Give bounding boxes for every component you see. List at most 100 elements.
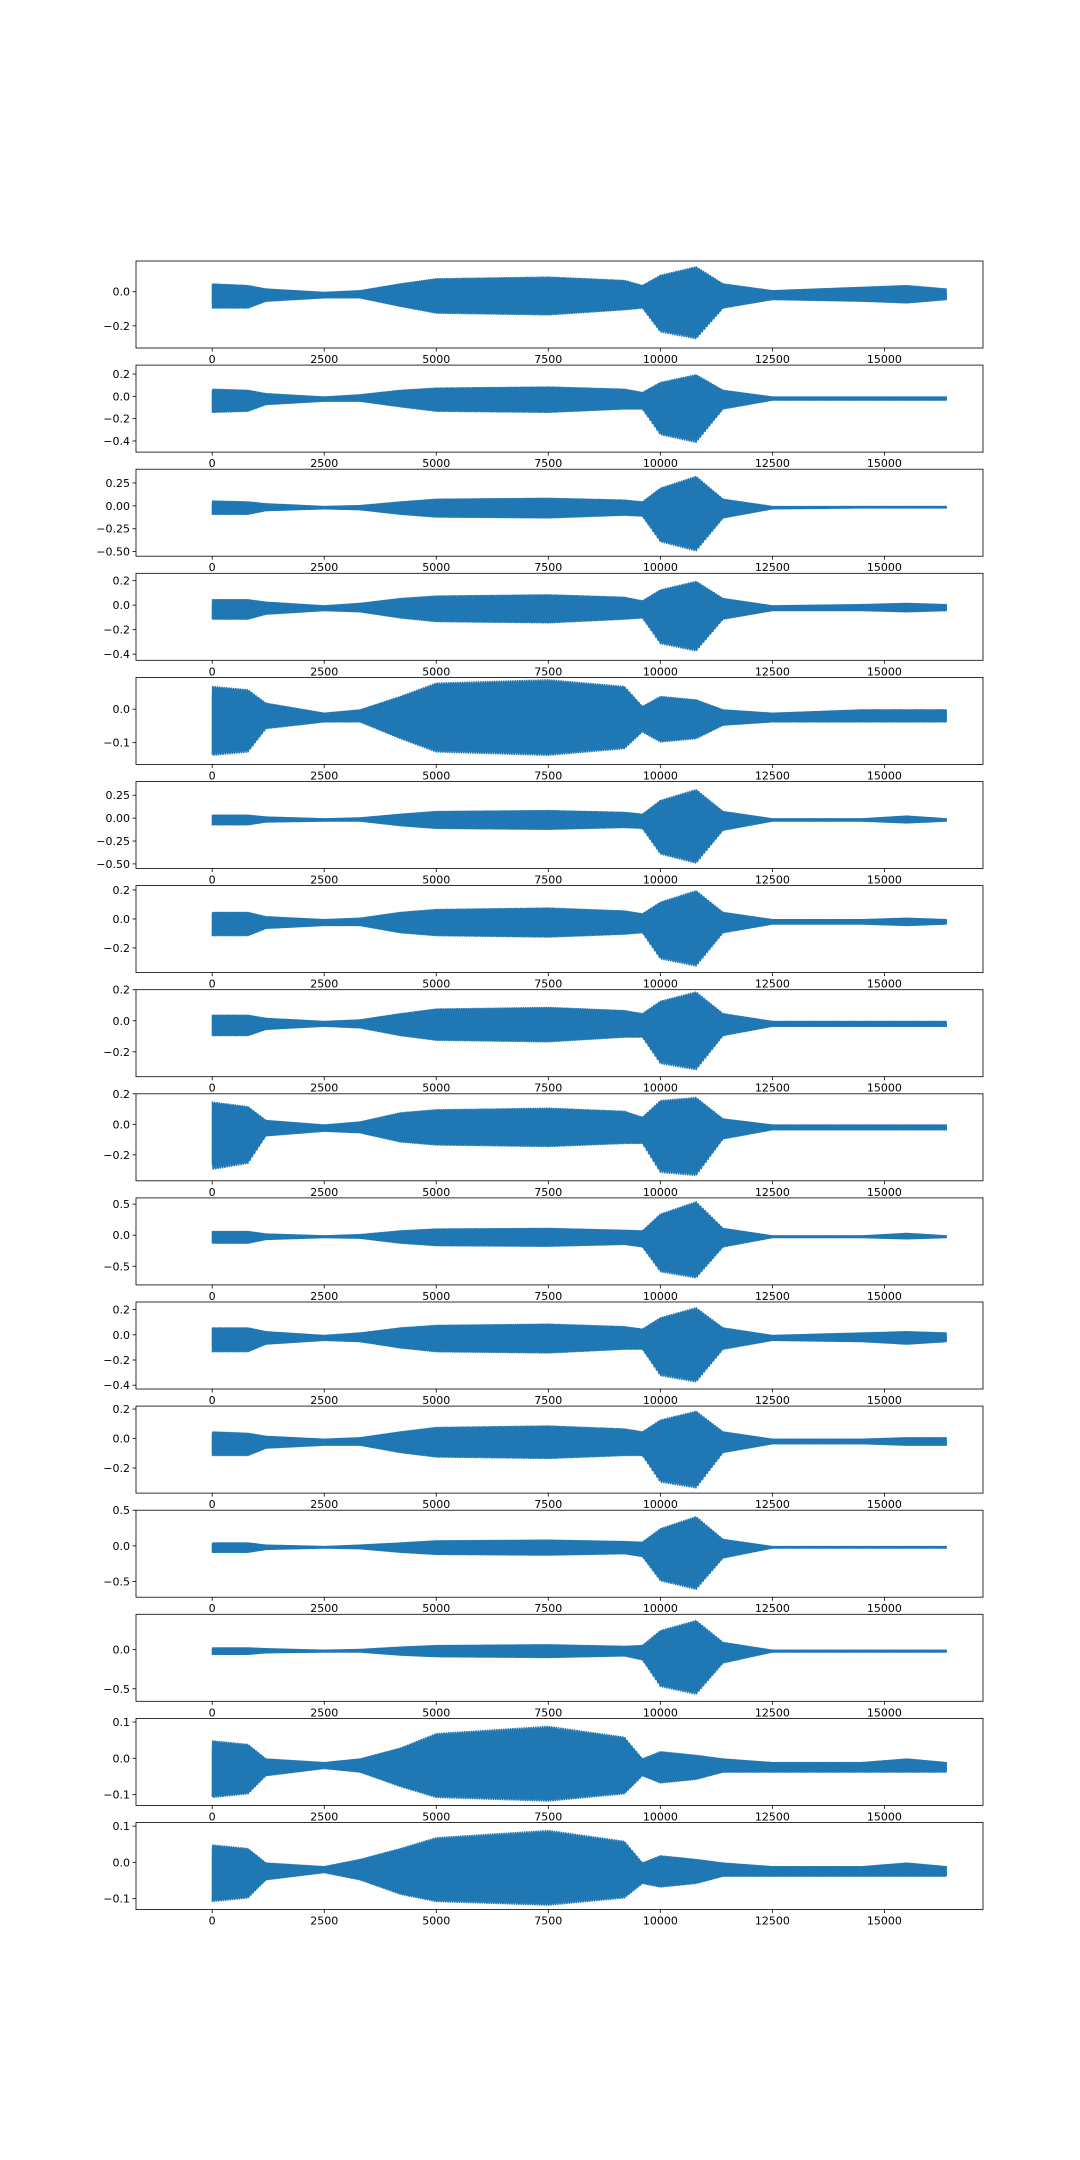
subplot-5: 0 2500 5000 7500 10000 12500 15000 0.0 −0.1: [103, 677, 984, 782]
x-tick-label: 7500: [534, 1394, 562, 1407]
y-tick-label: 0.0: [113, 286, 131, 299]
x-tick-label: 5000: [422, 769, 450, 782]
x-tick-label: 7500: [534, 874, 562, 887]
x-tick-label: 5000: [422, 1082, 450, 1095]
y-tick-label: 0.0: [113, 1329, 131, 1342]
x-tick-label: 7500: [534, 1498, 562, 1511]
x-tick-label: 0: [209, 1602, 216, 1615]
x-tick-label: 15000: [867, 1810, 902, 1823]
x-tick-label: 10000: [643, 1082, 678, 1095]
y-tick-label: 0.2: [113, 884, 131, 897]
x-tick-label: 10000: [643, 353, 678, 366]
subplot-1: 0 2500 5000 7500 10000 12500 15000 0.0 −0.2: [103, 260, 984, 366]
axes-frame: [135, 1093, 984, 1182]
subplot-14: 0 2500 5000 7500 10000 12500 15000 0.0 −0.5: [103, 1613, 984, 1719]
axes-frame: [135, 1718, 984, 1806]
x-tick-label: 12500: [755, 1498, 790, 1511]
x-tick-label: 15000: [867, 665, 902, 678]
x-tick-label: 2500: [310, 1186, 338, 1199]
axes-frame: [135, 1197, 984, 1286]
waveform-line: [211, 991, 947, 1071]
x-tick-label: 0: [209, 769, 216, 782]
y-tick-label: 0.2: [113, 1304, 131, 1317]
waveform-line: [211, 890, 947, 967]
x-tick-label: 5000: [422, 1394, 450, 1407]
y-tick-label: −0.2: [103, 320, 130, 333]
axes-frame: [135, 1301, 984, 1390]
subplot-10: 0 2500 5000 7500 10000 12500 15000 0.5 0.0 −0.5: [103, 1197, 984, 1303]
x-tick-label: 12500: [755, 665, 790, 678]
x-tick-label: 7500: [534, 1706, 562, 1719]
x-tick-label: 15000: [867, 769, 902, 782]
x-tick-label: 10000: [643, 1706, 678, 1719]
waveform-line: [211, 580, 947, 652]
axes-frame: [135, 260, 984, 349]
y-tick-label: −0.5: [103, 1576, 130, 1589]
waveform-line: [211, 1619, 947, 1695]
y-tick-label: 0.2: [113, 368, 131, 381]
y-tick-label: 0.0: [113, 1118, 131, 1131]
y-tick-label: −0.50: [96, 858, 130, 871]
x-tick-label: 0: [209, 561, 216, 574]
y-tick-label: −0.4: [103, 1379, 130, 1392]
x-tick-label: 2500: [310, 1602, 338, 1615]
x-tick-label: 2500: [310, 769, 338, 782]
x-tick-label: 2500: [310, 1290, 338, 1303]
x-tick-label: 12500: [755, 874, 790, 887]
waveform-line: [211, 475, 947, 552]
subplot-11: 0 2500 5000 7500 10000 12500 15000 0.2 0.0 −0.2 −0…: [103, 1301, 984, 1407]
x-tick-label: 12500: [755, 1186, 790, 1199]
x-tick-label: 0: [209, 353, 216, 366]
y-tick-label: −0.2: [103, 1046, 130, 1059]
x-tick-label: 15000: [867, 457, 902, 470]
axes-frame: [135, 989, 984, 1078]
x-tick-label: 0: [209, 1186, 216, 1199]
y-tick-label: −0.2: [103, 1462, 130, 1475]
x-tick-label: 0: [209, 1290, 216, 1303]
axes-frame: [135, 1405, 984, 1494]
y-tick-label: 0.2: [113, 984, 131, 997]
x-tick-label: 15000: [867, 1394, 902, 1407]
waveform-line: [211, 1829, 947, 1906]
x-tick-label: 5000: [422, 1498, 450, 1511]
x-tick-label: 12500: [755, 1602, 790, 1615]
x-tick-label: 7500: [534, 353, 562, 366]
waveform-line: [211, 1725, 947, 1802]
x-tick-label: 7500: [534, 978, 562, 991]
waveform-line: [211, 789, 947, 864]
subplot-15: 0 2500 5000 7500 10000 12500 15000 0.1 0.0 −0.1: [103, 1716, 984, 1823]
y-tick-label: 0.00: [106, 812, 131, 825]
y-tick-label: −0.4: [103, 435, 130, 448]
waveform-line: [211, 1201, 947, 1279]
x-tick-label: 0: [209, 1810, 216, 1823]
x-tick-label: 12500: [755, 978, 790, 991]
x-tick-label: 5000: [422, 353, 450, 366]
y-tick-label: 0.00: [106, 500, 131, 513]
x-tick-label: 5000: [422, 1706, 450, 1719]
x-tick-label: 12500: [755, 1394, 790, 1407]
axes-frame: [135, 1613, 984, 1702]
x-tick-label: 7500: [534, 1290, 562, 1303]
x-tick-label: 5000: [422, 665, 450, 678]
x-tick-label: 15000: [867, 1915, 902, 1928]
x-tick-label: 7500: [534, 457, 562, 470]
x-tick-label: 10000: [643, 1186, 678, 1199]
y-tick-label: 0.1: [113, 1716, 131, 1729]
x-tick-label: 10000: [643, 874, 678, 887]
x-tick-label: 7500: [534, 1602, 562, 1615]
x-tick-label: 12500: [755, 561, 790, 574]
y-tick-label: −0.25: [96, 523, 130, 536]
x-tick-label: 12500: [755, 769, 790, 782]
x-tick-label: 10000: [643, 1810, 678, 1823]
x-tick-label: 2500: [310, 874, 338, 887]
x-tick-label: 7500: [534, 1810, 562, 1823]
subplot-12: 0 2500 5000 7500 10000 12500 15000 0.2 0.0 −0.2: [103, 1403, 984, 1511]
y-tick-label: 0.0: [113, 390, 131, 403]
x-tick-label: 2500: [310, 1498, 338, 1511]
x-tick-label: 0: [209, 1498, 216, 1511]
x-tick-label: 5000: [422, 1810, 450, 1823]
x-tick-label: 10000: [643, 665, 678, 678]
x-tick-label: 15000: [867, 1498, 902, 1511]
subplot-6: 0 2500 5000 7500 10000 12500 15000 0.25 0.00 −0.2…: [96, 781, 984, 887]
x-tick-label: 15000: [867, 1602, 902, 1615]
